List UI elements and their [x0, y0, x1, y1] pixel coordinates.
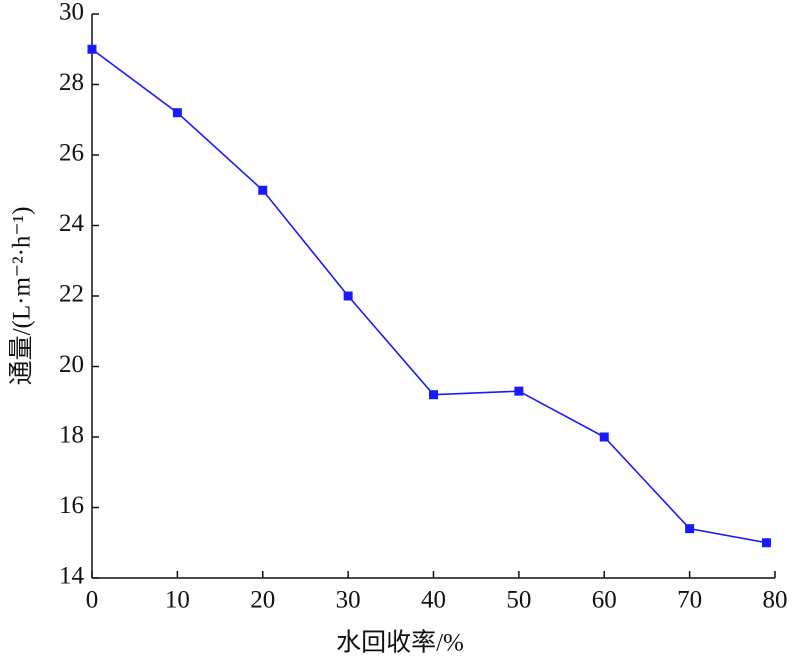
y-tick-label: 28 — [59, 69, 84, 96]
x-tick-label: 60 — [592, 587, 617, 614]
x-tick-label: 40 — [421, 587, 446, 614]
y-tick-label: 24 — [59, 210, 85, 237]
x-tick-label: 20 — [250, 587, 275, 614]
point-marker — [258, 185, 268, 195]
x-tick-label: 30 — [336, 587, 361, 614]
x-tick-label: 0 — [86, 587, 99, 614]
point-marker — [599, 432, 609, 442]
y-tick-label: 20 — [59, 351, 84, 378]
y-tick-label: 30 — [59, 0, 84, 26]
x-tick-label: 50 — [506, 587, 531, 614]
point-marker — [343, 291, 353, 301]
point-marker — [514, 386, 524, 396]
y-tick-label: 14 — [59, 563, 85, 590]
series-line — [91, 48, 767, 544]
point-marker — [761, 538, 771, 548]
y-axis-label: 通量/(L·m⁻²·h⁻¹) — [9, 207, 36, 386]
point-marker — [87, 44, 97, 54]
x-tick-label: 70 — [677, 587, 702, 614]
point-marker — [429, 390, 438, 400]
x-axis-label: 水回收率/% — [336, 629, 464, 657]
x-tick-label: 10 — [165, 587, 190, 614]
x-tick-label: 80 — [763, 587, 788, 614]
point-marker — [685, 524, 695, 534]
y-tick-label: 16 — [59, 492, 84, 519]
point-marker — [172, 108, 182, 118]
y-tick-label: 18 — [59, 422, 84, 449]
y-tick-label: 22 — [59, 281, 84, 308]
y-tick-label: 26 — [59, 140, 84, 167]
